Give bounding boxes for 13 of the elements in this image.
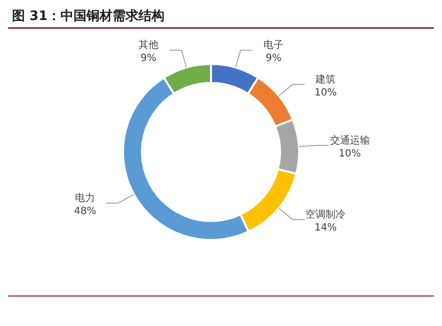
slice-label: 空调制冷 — [306, 208, 346, 221]
slice-label: 建筑 — [314, 73, 336, 86]
data-label: 10% — [314, 87, 337, 98]
data-label: 48% — [74, 206, 96, 218]
slice-label: 交通运输 — [330, 134, 370, 146]
slice-label: 其他 — [138, 39, 158, 52]
data-label: 9% — [266, 53, 282, 64]
slice-label: 电力 — [75, 192, 96, 204]
data-label: 14% — [314, 222, 337, 234]
data-label: 10% — [338, 148, 361, 160]
chart-title: 图 31：中国铜材需求结构 — [12, 8, 165, 24]
slice-label: 电子 — [264, 39, 284, 52]
data-label: 9% — [140, 53, 156, 64]
